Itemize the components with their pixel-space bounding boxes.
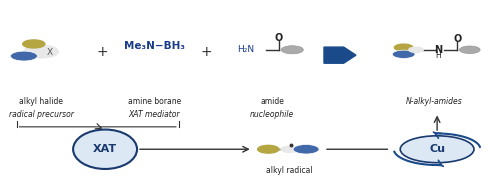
Circle shape [282,146,298,152]
Text: Cu: Cu [429,144,445,154]
Text: alkyl halide: alkyl halide [19,97,63,106]
Text: O: O [275,33,283,43]
Text: radical precursor: radical precursor [8,110,74,119]
Circle shape [400,136,474,163]
Circle shape [10,51,38,61]
Circle shape [460,46,480,54]
Text: N: N [434,45,442,55]
FancyArrow shape [324,47,356,63]
Circle shape [293,145,319,154]
Text: nucleophile: nucleophile [250,110,294,119]
Circle shape [24,45,58,58]
Circle shape [281,46,303,54]
Text: H: H [435,51,440,60]
Text: O: O [454,34,462,44]
Text: N-alkyl-amides: N-alkyl-amides [406,97,463,106]
Text: +: + [97,45,108,59]
Ellipse shape [73,130,137,169]
Text: amine borane: amine borane [128,97,181,106]
Text: XAT: XAT [93,144,117,154]
Circle shape [392,50,415,58]
Circle shape [22,40,45,48]
Text: +: + [200,45,211,59]
Circle shape [409,47,424,52]
Circle shape [258,145,279,153]
Text: XAT mediator: XAT mediator [128,110,180,119]
Text: Me₃N−BH₃: Me₃N−BH₃ [124,41,185,51]
Circle shape [394,44,413,51]
Text: X: X [46,48,53,57]
Text: amide: amide [260,97,284,106]
Text: H₂N: H₂N [237,45,254,54]
Text: alkyl radical: alkyl radical [266,166,313,175]
